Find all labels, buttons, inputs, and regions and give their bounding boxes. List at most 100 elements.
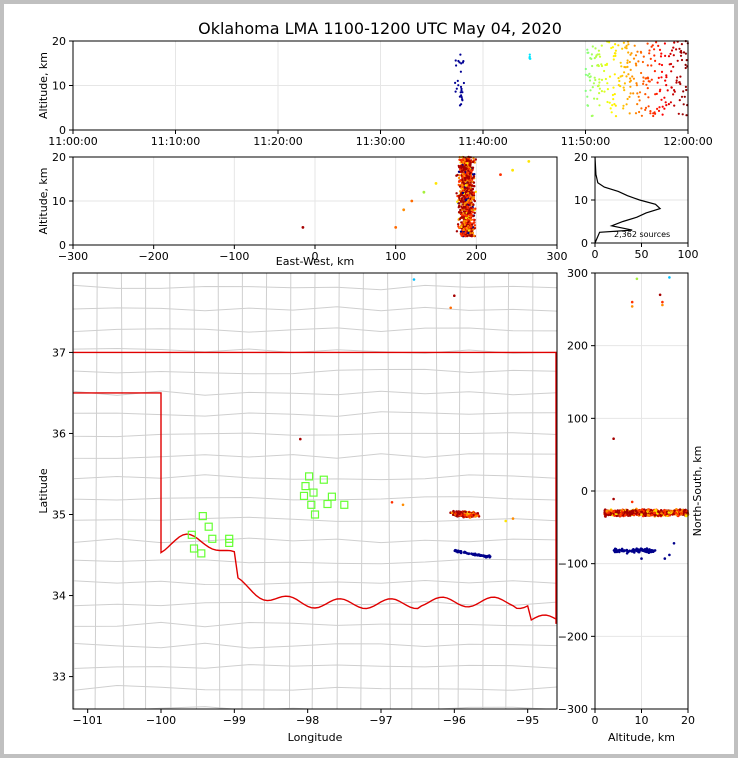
source-point <box>652 114 655 118</box>
source-point <box>600 44 603 47</box>
x-tick-label: 200 <box>466 250 487 263</box>
source-point <box>586 48 589 51</box>
source-point <box>468 214 471 217</box>
county-line <box>73 684 557 691</box>
lma-station <box>225 534 234 543</box>
source-point <box>645 547 649 550</box>
source-point <box>459 232 463 235</box>
source-point <box>627 51 630 54</box>
source-point <box>600 78 604 81</box>
source-point <box>462 167 465 171</box>
x-tick-label: 20 <box>681 714 695 727</box>
source-point <box>658 106 661 109</box>
source-point <box>591 114 594 117</box>
source-point <box>628 112 631 115</box>
source-point <box>634 54 638 57</box>
source-point <box>644 77 647 80</box>
y-axis-label: Altitude, km <box>37 167 50 234</box>
source-point <box>603 511 606 514</box>
source-point <box>464 231 467 235</box>
source-point <box>469 169 473 172</box>
source-point <box>460 224 463 227</box>
source-point <box>630 52 633 55</box>
source-point <box>638 110 641 114</box>
source-point <box>600 90 604 93</box>
source-point <box>472 175 476 178</box>
source-point <box>672 512 676 516</box>
source-point <box>673 90 676 93</box>
x-tick-label: 11:50:00 <box>561 135 610 148</box>
county-line <box>457 273 461 709</box>
county-line <box>193 273 197 709</box>
source-point <box>458 512 461 515</box>
source-point <box>609 513 612 516</box>
source-point <box>606 88 610 91</box>
source-point <box>598 104 601 107</box>
source-point <box>685 88 688 92</box>
y-tick-label: 0 <box>581 485 588 498</box>
x-tick-label: 11:10:00 <box>151 135 200 148</box>
source-point <box>637 95 640 98</box>
source-point <box>463 187 467 190</box>
source-point <box>460 211 463 214</box>
source-point <box>596 53 599 56</box>
source-point <box>499 173 502 177</box>
source-point <box>462 221 466 224</box>
source-point <box>588 72 591 75</box>
source-point <box>625 44 628 48</box>
source-point <box>617 77 620 80</box>
source-point <box>670 70 673 73</box>
altitude-histogram-line <box>594 156 662 244</box>
source-point <box>462 200 465 203</box>
source-point <box>461 158 465 161</box>
source-point <box>464 229 467 232</box>
source-point <box>650 78 653 81</box>
source-point <box>460 89 463 92</box>
source-point <box>453 294 456 298</box>
y-tick-label: −200 <box>558 630 588 643</box>
lma-station <box>198 511 207 521</box>
source-point <box>584 73 588 76</box>
source-point <box>647 514 651 517</box>
source-point <box>642 80 645 83</box>
source-point <box>464 202 467 205</box>
source-point <box>642 76 645 79</box>
source-point <box>462 225 465 228</box>
source-point <box>625 75 628 78</box>
source-point <box>626 65 629 68</box>
source-point <box>474 207 477 210</box>
source-point <box>682 510 686 513</box>
source-point <box>592 82 596 85</box>
lma-station <box>310 510 320 519</box>
source-point <box>646 87 649 90</box>
x-tick-label: 300 <box>547 250 568 263</box>
source-point <box>657 510 660 513</box>
lma-station <box>225 538 234 548</box>
source-point <box>460 192 463 195</box>
source-point <box>479 554 483 557</box>
source-point <box>458 194 461 197</box>
source-point <box>394 226 398 229</box>
figure-title: Oklahoma LMA 1100-1200 UTC May 04, 2020 <box>198 19 562 38</box>
source-point <box>299 437 302 441</box>
county-line <box>73 537 557 544</box>
source-point <box>459 190 462 193</box>
source-point <box>593 57 596 60</box>
source-point <box>663 557 667 560</box>
source-point <box>684 514 688 518</box>
source-point <box>667 55 671 58</box>
source-point <box>468 172 471 175</box>
y-tick-label: 20 <box>574 151 588 164</box>
source-point <box>470 184 474 187</box>
source-point <box>681 113 684 116</box>
source-point <box>458 185 462 188</box>
source-point <box>591 45 594 48</box>
source-point <box>670 86 673 89</box>
source-point <box>456 79 459 82</box>
source-point <box>402 208 406 212</box>
county-line <box>73 453 557 459</box>
county-line <box>73 327 557 333</box>
source-point <box>401 503 405 507</box>
source-point <box>650 549 654 552</box>
